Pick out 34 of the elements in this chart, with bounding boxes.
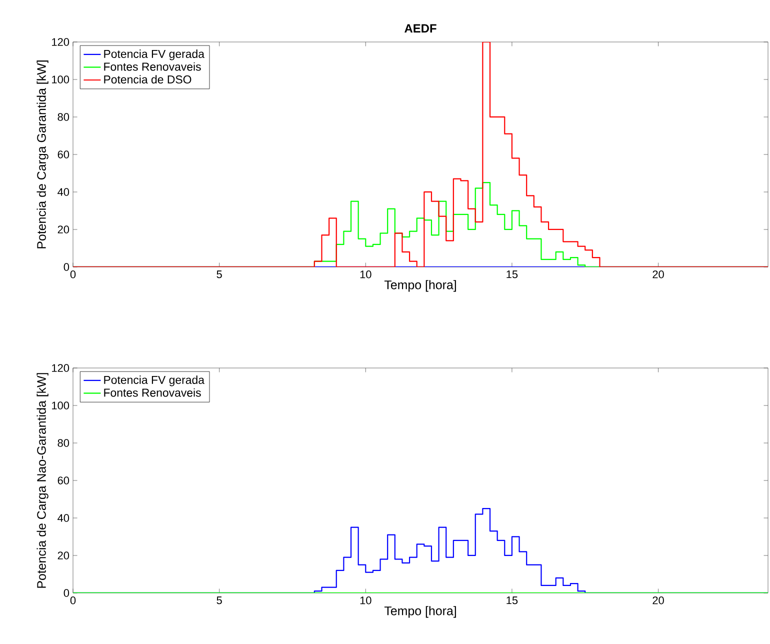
x-tick-label: 0 [70,596,76,604]
y-tick-label: 120 [52,364,70,372]
x-tick-label: 0 [70,270,76,278]
y-tick-label: 100 [52,76,70,84]
y-tick-label: 0 [64,589,70,597]
x-axis-title: Tempo [hora] [384,280,456,292]
x-tick-label: 5 [216,270,222,278]
y-tick-label: 60 [58,476,70,484]
x-tick-label: 15 [506,596,518,604]
x-tick-label: 20 [652,270,664,278]
legend-label: Potencia FV gerada [104,50,204,60]
y-tick-label: 60 [58,150,70,158]
y-tick-label: 40 [58,188,70,196]
x-tick-label: 20 [652,596,664,604]
x-axis-title: Tempo [hora] [384,606,456,618]
x-tick-label: 5 [216,596,222,604]
y-tick-label: 20 [58,552,70,560]
x-tick-label: 15 [506,270,518,278]
legend-label: Potencia de DSO [104,75,192,84]
x-tick-label: 10 [360,596,372,604]
y-tick-label: 20 [58,226,70,234]
legend-label: Fontes Renovaveis [104,388,201,397]
y-axis-title: Potencia de Carga Garantida [kW] [36,60,48,248]
chart-title: AEDF [404,24,436,32]
y-tick-label: 100 [52,402,70,410]
y-tick-label: 0 [64,263,70,271]
y-tick-label: 120 [52,38,70,46]
x-tick-label: 10 [360,270,372,278]
y-tick-label: 40 [58,514,70,522]
legend-label: Fontes Renovaveis [104,62,201,71]
y-tick-label: 80 [58,113,70,121]
legend-label: Potencia FV gerada [104,376,204,386]
y-tick-label: 80 [58,439,70,447]
y-axis-title: Potencia de Carga Nao-Garantida [kW] [36,373,48,588]
